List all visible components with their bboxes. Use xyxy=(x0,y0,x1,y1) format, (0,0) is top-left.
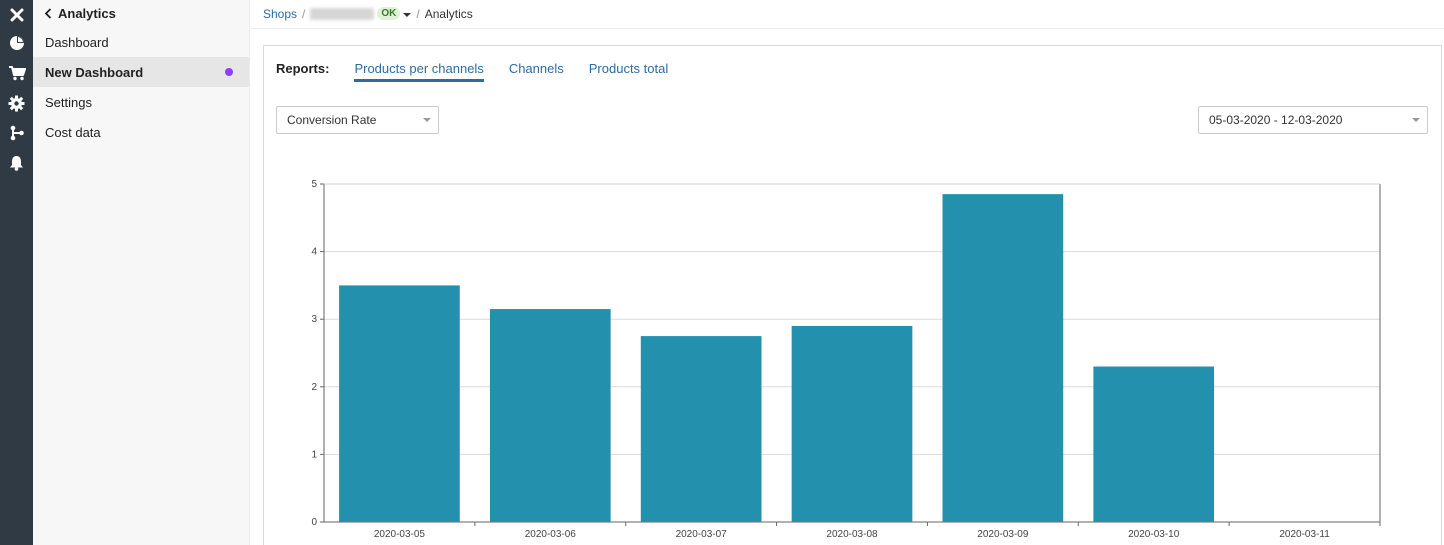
menu-item-cost-data[interactable]: Cost data xyxy=(33,117,249,147)
y-tick-label: 2 xyxy=(311,382,317,393)
branch-icon[interactable] xyxy=(0,118,33,148)
tab-channels[interactable]: Channels xyxy=(508,61,564,76)
date-range-value: 05-03-2020 - 12-03-2020 xyxy=(1209,113,1343,127)
metric-select[interactable]: Conversion Rate xyxy=(276,106,439,134)
header-divider xyxy=(250,28,1444,29)
x-tick-label: 2020-03-07 xyxy=(676,529,728,540)
tab-products-per-channels[interactable]: Products per channels xyxy=(354,60,484,82)
y-tick-label: 1 xyxy=(311,449,317,460)
breadcrumb-current: Analytics xyxy=(424,6,473,21)
side-menu: Analytics Dashboard New Dashboard Settin… xyxy=(33,0,250,545)
bar xyxy=(791,325,913,522)
bar xyxy=(640,336,762,522)
menu-item-label: Dashboard xyxy=(45,34,109,50)
tab-products-total[interactable]: Products total xyxy=(588,61,669,76)
bar-chart: 0 1 2 3 4 5 2020-03-05 2020-03-06 2020-03-07 2020… xyxy=(311,179,1381,540)
menu-title: Analytics xyxy=(58,6,116,21)
breadcrumb-separator: / xyxy=(416,6,420,21)
date-range-select[interactable]: 05-03-2020 - 12-03-2020 xyxy=(1198,106,1428,134)
chevron-left-icon xyxy=(44,8,52,19)
cart-icon[interactable] xyxy=(0,58,33,88)
gear-icon[interactable] xyxy=(0,88,33,118)
x-tick-label: 2020-03-08 xyxy=(826,529,878,540)
bell-icon[interactable] xyxy=(0,148,33,178)
report-tabs: Reports: Products per channels Channels … xyxy=(276,60,693,82)
caret-down-icon[interactable] xyxy=(403,7,412,21)
x-tick-label: 2020-03-06 xyxy=(525,529,577,540)
caret-down-icon xyxy=(423,118,431,122)
breadcrumb: Shops / OK / Analytics xyxy=(263,0,473,27)
x-tick-label: 2020-03-09 xyxy=(977,529,1029,540)
shop-status-badge[interactable]: OK xyxy=(377,7,401,20)
metric-select-value: Conversion Rate xyxy=(287,113,377,127)
x-tick-label: 2020-03-05 xyxy=(374,529,426,540)
bar xyxy=(942,194,1064,522)
menu-item-label: New Dashboard xyxy=(45,64,144,80)
close-icon[interactable] xyxy=(0,0,33,30)
breadcrumb-shops-link[interactable]: Shops xyxy=(263,6,298,21)
menu-item-dashboard[interactable]: Dashboard xyxy=(33,27,249,57)
y-tick-label: 5 xyxy=(311,179,317,190)
report-panel: Reports: Products per channels Channels … xyxy=(263,45,1442,545)
bar xyxy=(1093,366,1215,522)
x-tick-label: 2020-03-11 xyxy=(1279,529,1330,540)
shop-name-redacted[interactable] xyxy=(310,7,375,20)
menu-item-new-dashboard[interactable]: New Dashboard xyxy=(33,57,249,87)
breadcrumb-separator: / xyxy=(302,6,306,21)
y-tick-label: 4 xyxy=(311,247,317,258)
y-tick-label: 3 xyxy=(311,314,317,325)
menu-back-button[interactable]: Analytics xyxy=(33,0,249,27)
menu-item-label: Settings xyxy=(45,94,92,110)
caret-down-icon xyxy=(1412,118,1420,122)
menu-item-label: Cost data xyxy=(45,124,101,140)
pie-chart-icon[interactable] xyxy=(0,28,33,58)
bar xyxy=(489,309,611,522)
menu-item-settings[interactable]: Settings xyxy=(33,87,249,117)
y-tick-label: 0 xyxy=(311,517,317,528)
x-tick-label: 2020-03-10 xyxy=(1128,529,1180,540)
reports-label: Reports: xyxy=(276,61,330,76)
icon-rail xyxy=(0,0,33,545)
bar xyxy=(339,285,460,522)
new-indicator-dot xyxy=(225,68,233,76)
